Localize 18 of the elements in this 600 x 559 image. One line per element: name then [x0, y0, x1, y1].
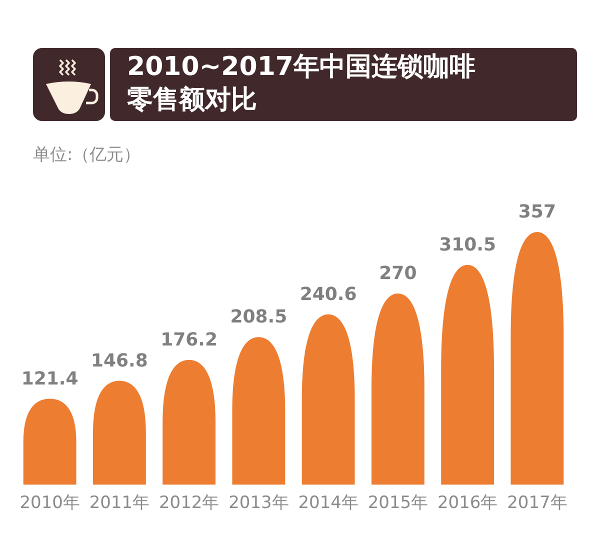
data-label: 176.2: [160, 330, 218, 351]
data-label: 310.5: [439, 234, 496, 256]
x-tick-label: 2016年: [437, 493, 498, 514]
data-label: 208.5: [230, 306, 288, 328]
x-tick-label: 2014年: [298, 493, 358, 514]
x-tick-label: 2011年: [89, 493, 150, 514]
x-tick-label: 2013年: [228, 493, 289, 514]
data-label: 357: [518, 202, 556, 223]
data-label: 240.6: [300, 284, 357, 306]
data-label: 270: [379, 263, 417, 284]
x-tick-label: 2012年: [158, 493, 220, 514]
x-tick-label: 2015年: [368, 493, 428, 514]
x-tick-label: 2017年: [507, 493, 568, 514]
chart-title: 2010~2017年中国连锁咖啡零售额对比: [127, 51, 477, 117]
chart-subtitle: 单位:（亿元）: [33, 144, 141, 167]
data-label: 121.4: [21, 368, 78, 390]
data-label: 146.8: [90, 350, 148, 372]
x-tick-label: 2010年: [20, 493, 80, 514]
